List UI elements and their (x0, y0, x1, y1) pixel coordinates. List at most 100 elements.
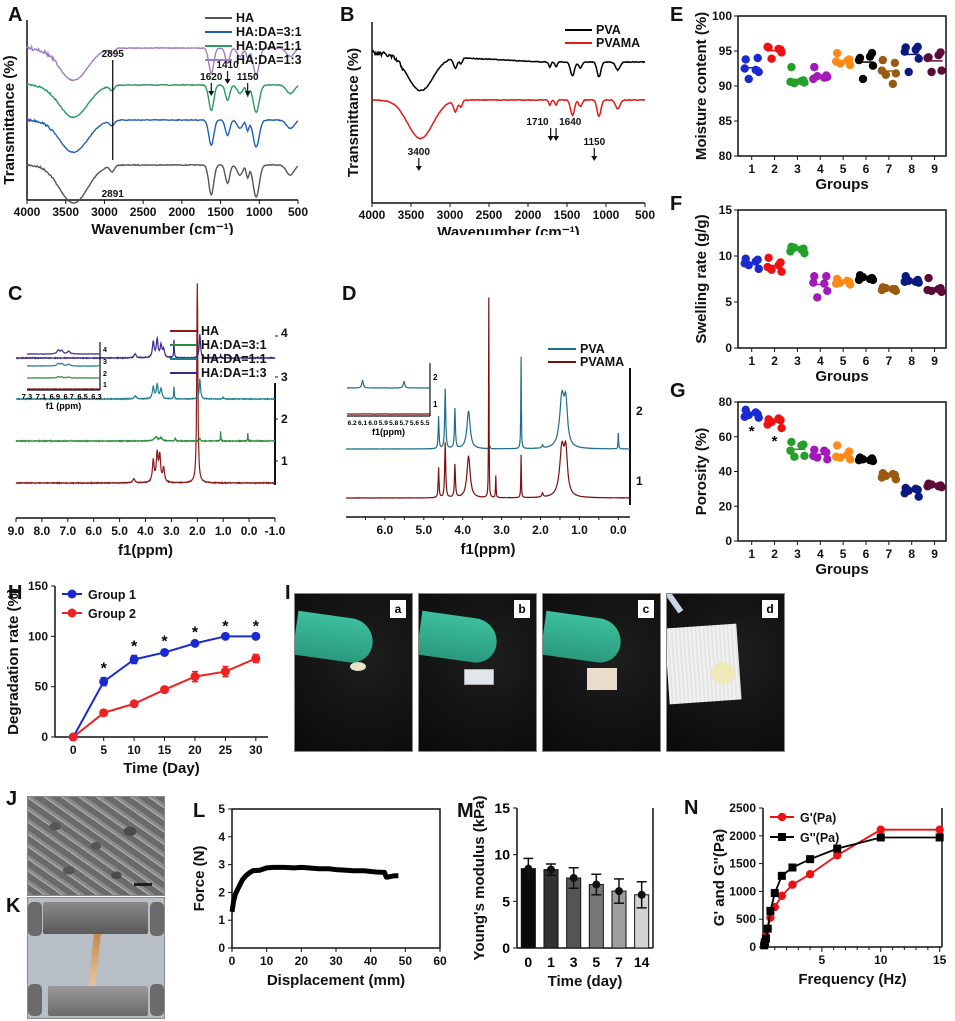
x-axis-label: Wavenumber (cm⁻¹) (91, 221, 233, 235)
legend-label: HA:DA=1:3 (201, 366, 267, 380)
chart-b-ftir-pva: 4000 3500 3000 2500 2000 1500 1000 500 Wavenumbe… (345, 22, 655, 235)
y-tick-label: 0 (725, 341, 732, 355)
x-tick-label: 5 (592, 954, 600, 970)
y-axis-label: Moisture content (%) (693, 12, 710, 160)
data-point (835, 453, 845, 462)
data-point (890, 58, 900, 68)
data-point (790, 452, 799, 461)
data-point (858, 74, 868, 84)
data-point (751, 408, 760, 417)
data-point (99, 708, 109, 718)
chart-c-nmr-ha: 9.0 8.0 7.0 6.0 5.0 4.0 3.0 2.0 1.0 0.0 -1.0 f1(ppm… (8, 283, 288, 559)
panel-label-c: C (8, 283, 23, 305)
y-tick-label: 20 (719, 499, 733, 513)
data-point (741, 55, 750, 64)
data-point (833, 844, 842, 853)
arrow-head (244, 91, 251, 96)
x-tick-label: 50 (399, 954, 413, 968)
x-tick-label: 40 (364, 954, 378, 968)
y-tick-label: 50 (35, 680, 49, 694)
data-point (764, 253, 773, 263)
y-tick-label: 1 (218, 913, 225, 927)
inset-trace-2 (26, 362, 100, 367)
x-tick-label: 3500 (52, 205, 79, 219)
x-tick-label: 0 (229, 954, 236, 968)
inset-x-tick-label: 5.9 (379, 420, 388, 427)
x-tick-label: 2000 (169, 205, 196, 219)
x-tick-label: 2000 (515, 208, 542, 222)
trace-index-label: 4 (281, 326, 288, 340)
data-point (767, 265, 776, 274)
x-tick-label: 2.0 (189, 524, 206, 538)
ftir-line-pva (371, 49, 646, 92)
x-tick-label: 0.0 (610, 523, 627, 537)
x-tick-label: 6 (863, 162, 870, 176)
y-tick-label: 5 (218, 802, 225, 816)
data-point (927, 480, 936, 489)
ftir-line-0 (26, 163, 299, 204)
legend-label: HA (201, 324, 219, 338)
x-tick-label: 3 (794, 354, 801, 368)
data-point (790, 243, 799, 252)
significance-star: * (222, 618, 229, 635)
subpanel-label: b (514, 600, 530, 618)
data-point (160, 647, 170, 657)
y-tick-label: 80 (719, 395, 733, 409)
x-tick-label: 8.0 (34, 524, 51, 538)
data-point (914, 492, 923, 501)
sem-image-j (27, 796, 165, 896)
ftir-line-pvama (371, 98, 646, 140)
x-tick-label: 6.0 (85, 524, 102, 538)
data-point (766, 906, 775, 915)
x-tick-label: 30 (249, 743, 263, 757)
chart-n-rheology: 0 500 1000 1500 2000 2500 5 10 15 Frequency (Hz) G… (711, 801, 947, 988)
x-tick-label: 5 (840, 162, 847, 176)
inset-y-tick-label: 1 (103, 382, 107, 389)
inset-trace-pva (346, 379, 430, 389)
panel-label-i: I (285, 582, 291, 604)
x-tick-label: 4 (817, 162, 824, 176)
x-tick-label: 1.0 (571, 523, 588, 537)
data-point (754, 264, 763, 274)
nmr-trace-1 (15, 431, 276, 443)
x-axis-label: Groups (815, 176, 868, 192)
lower-clamp (48, 986, 148, 1016)
data-point (810, 272, 819, 281)
data-point (854, 55, 864, 65)
x-axis-label: Displacement (mm) (267, 972, 405, 989)
y-axis-label: Porosity (%) (693, 428, 710, 516)
data-point (832, 851, 842, 860)
inset-y-tick-label: 2 (433, 373, 438, 382)
y-axis-label: Swelling rate (g/g) (693, 214, 710, 343)
y-tick-label: 2 (218, 885, 225, 899)
chart-h-degradation: 0 50 100 150 0 5 10 15 20 25 30 Time (Day) Degradati… (5, 580, 268, 777)
annotation: 1640 (559, 117, 582, 128)
mean-marker (547, 865, 555, 874)
significance-star: * (192, 624, 199, 641)
inset-x-tick-label: 6.2 (348, 420, 357, 427)
x-tick-label: 15 (158, 743, 172, 757)
x-tick-label: 2.0 (532, 523, 549, 537)
legend-label: HA:DA=1:3 (236, 53, 302, 67)
legend-marker (67, 589, 77, 599)
data-point (935, 825, 944, 834)
y-tick-label: 90 (719, 79, 733, 93)
x-tick-label: 7 (615, 954, 623, 970)
trace-index-label: 1 (636, 474, 643, 488)
y-tick-label: 95 (719, 44, 733, 58)
x-tick-label: 5 (819, 953, 826, 967)
x-tick-label: 2 (771, 547, 778, 561)
series-line-1 (763, 836, 940, 946)
inset-y-tick-label: 3 (103, 359, 107, 366)
legend-label: G'(Pa) (800, 811, 836, 825)
data-point (787, 62, 796, 72)
mean-marker (569, 874, 578, 882)
tensile-test-photo-k (27, 897, 165, 1019)
data-point (934, 51, 943, 60)
data-point (809, 278, 818, 287)
ftir-line-3 (26, 44, 299, 82)
inset-x-tick-label: 5.6 (410, 420, 419, 427)
inset-x-tick-label: 5.5 (420, 420, 429, 427)
data-point (813, 293, 822, 302)
x-axis-label: Time (Day) (123, 760, 199, 777)
